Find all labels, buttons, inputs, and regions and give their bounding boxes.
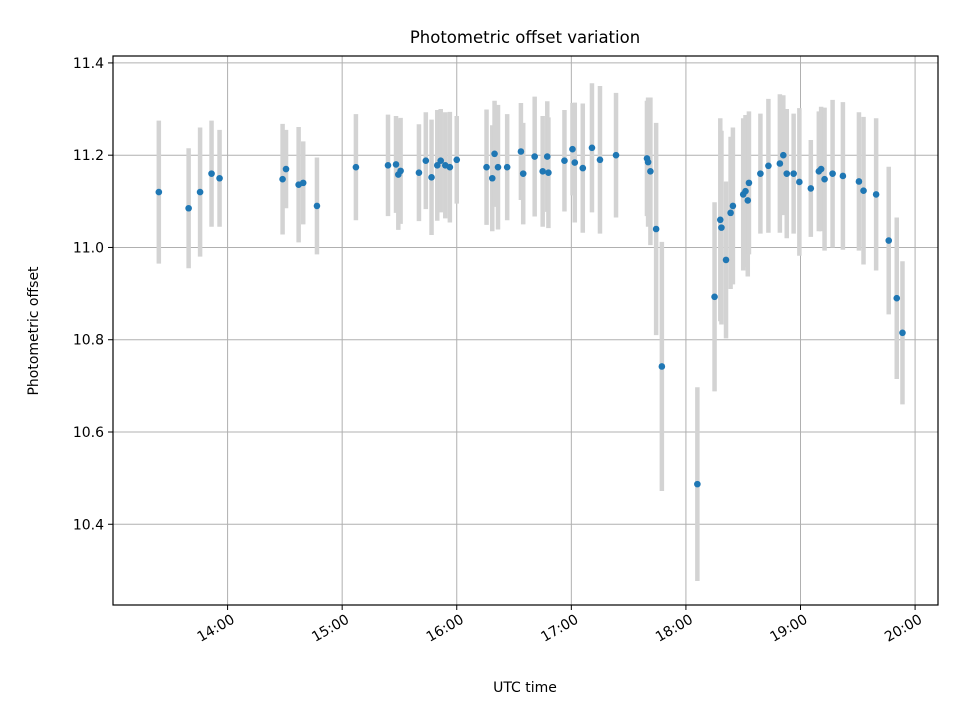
data-point [488, 174, 496, 182]
data-point [579, 164, 587, 172]
data-point [155, 188, 163, 196]
data-point [422, 157, 430, 165]
data-point [860, 187, 867, 195]
data-point [727, 209, 734, 217]
y-axis-label: Photometric offset [26, 266, 42, 396]
data-point [453, 156, 461, 164]
data-point [872, 191, 880, 198]
data-point [437, 157, 445, 165]
data-point [716, 216, 724, 224]
data-point [652, 225, 660, 233]
data-point [569, 145, 576, 153]
data-point [208, 170, 215, 177]
data-point [352, 163, 360, 171]
data-point [855, 178, 863, 185]
data-point [503, 163, 511, 171]
data-point [776, 160, 784, 167]
plot-area-frame [112, 55, 939, 606]
data-point [543, 153, 551, 160]
data-point [807, 185, 815, 192]
data-point [612, 151, 620, 159]
data-point [893, 294, 901, 302]
data-point [571, 159, 579, 166]
data-point [517, 148, 525, 155]
data-point [817, 165, 825, 173]
data-point [839, 172, 847, 180]
data-point [899, 329, 906, 337]
data-point [780, 151, 787, 159]
data-point [185, 204, 192, 212]
data-point [658, 363, 666, 370]
y-tick-label: 10.6 [73, 425, 104, 441]
data-point [765, 162, 772, 170]
data-point [483, 163, 490, 171]
data-point [415, 169, 423, 177]
data-point [821, 175, 828, 183]
y-axis-ticks: 10.4 10.6 10.8 11.0 11.2 11.4 [73, 56, 113, 533]
data-point [494, 163, 502, 171]
y-tick-label: 11.2 [73, 148, 104, 164]
data-point [729, 202, 737, 210]
data-point [744, 197, 752, 204]
data-point [491, 150, 498, 158]
data-point [790, 170, 797, 177]
data-point [282, 165, 290, 173]
data-point [216, 174, 223, 182]
data-point [647, 168, 654, 175]
data-point [299, 179, 307, 187]
data-point [711, 293, 718, 301]
data-point [519, 170, 527, 177]
data-point [545, 169, 552, 177]
data-points [155, 144, 906, 488]
data-point [742, 187, 749, 195]
data-point [694, 480, 701, 488]
data-point [757, 170, 764, 177]
data-point [745, 179, 753, 187]
y-tick-label: 10.4 [73, 517, 104, 533]
data-point [588, 144, 596, 152]
y-tick-label: 11.4 [73, 56, 104, 72]
chart-title: Photometric offset variation [410, 28, 640, 47]
y-tick-label: 10.8 [73, 333, 104, 349]
data-point [539, 168, 546, 175]
data-point [596, 156, 604, 164]
data-point [392, 161, 400, 168]
data-point [196, 188, 204, 196]
data-point [644, 158, 652, 166]
data-point [433, 162, 441, 169]
data-point [796, 178, 803, 186]
data-point [885, 237, 893, 244]
data-point [279, 175, 286, 183]
data-point [722, 256, 730, 264]
data-point [531, 153, 538, 160]
data-point [561, 157, 568, 165]
data-point [428, 174, 435, 181]
data-point [313, 202, 321, 210]
data-point [718, 224, 725, 231]
data-point [446, 163, 454, 171]
data-point [829, 170, 836, 177]
data-point [397, 167, 404, 175]
data-point [783, 170, 791, 177]
x-axis-label: UTC time [493, 680, 557, 696]
data-point [384, 162, 392, 169]
y-tick-label: 11.0 [73, 240, 104, 256]
